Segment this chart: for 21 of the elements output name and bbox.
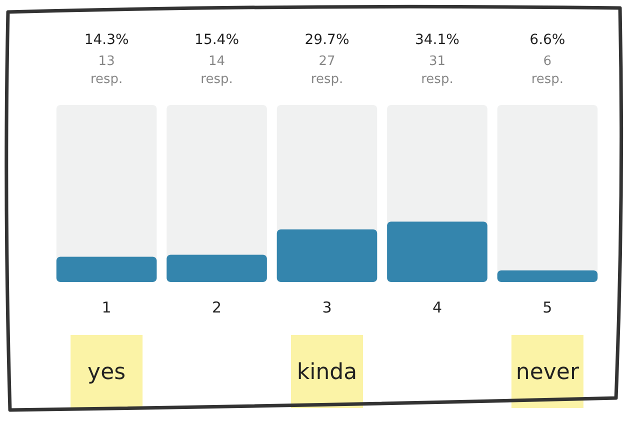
x-tick-label: 1: [102, 298, 112, 316]
x-tick-label: 5: [542, 298, 552, 316]
text: 13 resp.: [90, 54, 123, 87]
data-label: 34.1%: [414, 32, 460, 48]
text: yes: [88, 360, 126, 385]
data-label: 6.6%: [530, 32, 566, 48]
bar: [166, 254, 267, 282]
text: 27 resp.: [310, 54, 344, 87]
text: never: [516, 360, 580, 385]
data-label: 29.7%: [304, 32, 350, 48]
data-label: 15.4%: [194, 32, 240, 48]
x-tick-label: 2: [212, 298, 222, 316]
x-tick-label: 4: [432, 298, 442, 316]
text: 31 resp.: [421, 54, 454, 87]
data-label: 14.3%: [84, 32, 129, 48]
text: 6 resp.: [531, 54, 564, 87]
x-tick-label: 3: [322, 298, 332, 316]
text: kinda: [296, 360, 358, 385]
text: 14 resp.: [200, 54, 233, 87]
bar: [497, 270, 598, 282]
bar: [56, 256, 157, 282]
